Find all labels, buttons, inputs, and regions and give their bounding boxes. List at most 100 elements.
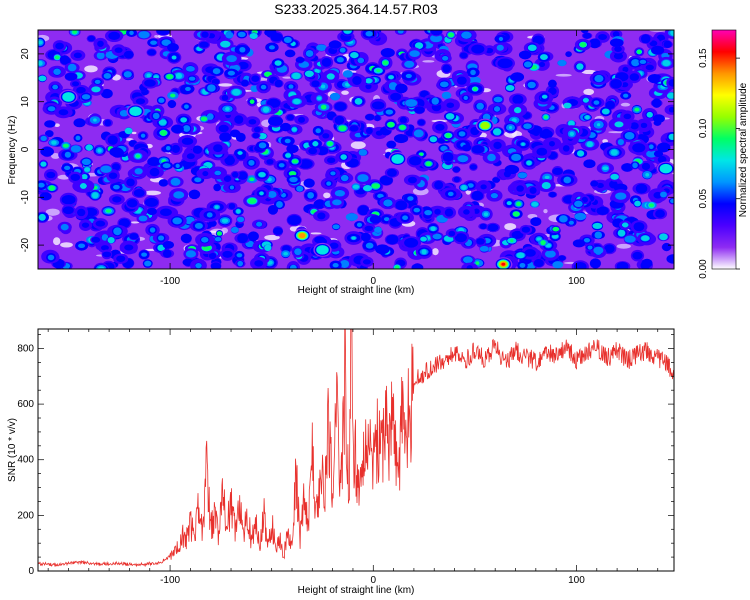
spectrogram-cell <box>592 222 603 230</box>
spectrogram-cell <box>453 176 460 183</box>
spectrogram-cell <box>135 154 141 158</box>
snr-y-tick-label: 400 <box>17 455 34 466</box>
spectrogram-cell <box>38 213 46 221</box>
spectrogram-x-tick-label: -100 <box>160 276 180 287</box>
spectrogram-cell <box>617 229 626 237</box>
spectrogram-cell <box>278 163 285 168</box>
spectrogram-cell <box>256 221 263 227</box>
spectrogram-cell <box>476 238 485 245</box>
spectrogram-cell <box>162 241 175 249</box>
spectrogram-cell <box>409 50 420 57</box>
spectrogram-peak <box>480 121 490 130</box>
spectrogram-cell <box>236 253 243 258</box>
spectrogram-cell <box>375 244 390 255</box>
spectrogram-cell <box>587 245 593 250</box>
spectrogram-cell <box>614 46 622 53</box>
spectrogram-cell <box>339 47 346 53</box>
spectrogram-cell <box>653 150 664 158</box>
spectrogram-cell <box>365 78 372 84</box>
spectrogram-cell <box>91 236 101 243</box>
snr-y-tick-label: 600 <box>17 399 34 410</box>
spectrogram-cell <box>212 68 221 75</box>
spectrogram-cell <box>471 145 485 154</box>
spectrogram-cell <box>59 55 70 65</box>
spectrogram-cell <box>282 76 293 79</box>
spectrogram-cell <box>466 265 473 269</box>
spectrogram-cell <box>397 30 404 34</box>
spectrogram-cell <box>224 155 236 166</box>
spectrogram-cell <box>235 132 246 143</box>
spectrogram-cell <box>320 84 326 89</box>
spectrogram-cell <box>666 254 674 264</box>
spectrogram-cell <box>541 182 551 189</box>
spectrogram-cell <box>583 159 596 168</box>
spectrogram-cell <box>483 212 489 217</box>
spectrogram-cell <box>471 190 484 201</box>
spectrogram-cell <box>385 109 394 115</box>
spectrogram-cell <box>472 86 478 92</box>
spectrogram-cell <box>569 131 575 136</box>
spectrogram-cell <box>54 123 60 127</box>
spectrogram-cell <box>101 88 113 99</box>
spectrogram-cell <box>274 60 282 66</box>
spectrogram-cell <box>511 230 524 239</box>
spectrogram-cell <box>276 201 283 208</box>
spectrogram-cell <box>589 38 601 49</box>
snr-y-tick-label: 200 <box>17 510 34 521</box>
spectrogram-cell <box>390 92 402 101</box>
spectrogram-cell <box>598 34 608 41</box>
spectrogram-cell <box>504 164 520 175</box>
spectrogram-cell <box>214 170 222 176</box>
spectrogram-peak <box>129 106 142 117</box>
spectrogram-cell <box>144 190 162 196</box>
spectrogram-cell <box>81 222 90 228</box>
spectrogram-cell <box>448 230 456 237</box>
spectrogram-cell <box>670 198 674 204</box>
spectrogram-y-label: Frequency (Hz) <box>7 116 18 185</box>
spectrogram-cell <box>635 183 648 194</box>
spectrogram-cell <box>40 146 54 157</box>
spectrogram-cell <box>64 151 71 158</box>
spectrogram-cell <box>512 211 520 217</box>
spectrogram-cell <box>498 36 504 41</box>
spectrogram-cell <box>326 73 335 80</box>
spectrogram-cell <box>574 261 587 269</box>
spectrogram-cell <box>462 256 473 264</box>
spectrogram-cell <box>188 189 201 200</box>
spectrogram-cell <box>523 123 532 129</box>
snr-series-line <box>38 329 674 568</box>
spectrogram-cell <box>371 183 381 189</box>
spectrogram-cell <box>552 226 560 232</box>
spectrogram-cell <box>632 162 638 169</box>
spectrogram-cell <box>186 153 195 160</box>
spectrogram-cell <box>107 135 118 145</box>
spectrogram-cell <box>294 248 302 256</box>
spectrogram-cell <box>620 102 631 107</box>
spectrogram-cell <box>540 54 548 61</box>
spectrogram-cell <box>585 115 590 120</box>
spectrogram-cell <box>463 95 468 101</box>
spectrogram-cell <box>182 125 191 132</box>
spectrogram-cell <box>95 220 106 227</box>
spectrogram-cell <box>216 231 223 236</box>
spectrogram-cell <box>251 75 260 82</box>
spectrogram-cell <box>432 233 442 240</box>
spectrogram-cell <box>634 107 640 112</box>
spectrogram-cell <box>636 49 642 54</box>
spectrogram-cell <box>292 159 299 164</box>
spectrogram-cell <box>221 227 228 234</box>
spectrogram-cell <box>394 265 400 269</box>
spectrogram-cell <box>543 208 548 214</box>
spectrogram-cell <box>317 96 322 100</box>
spectrogram-cell <box>327 157 336 164</box>
spectrogram-cell <box>434 180 444 190</box>
spectrogram-cell <box>185 86 191 91</box>
spectrogram-cell <box>492 177 501 183</box>
colorbar-tick-label: 0.10 <box>698 118 709 138</box>
spectrogram-cell <box>536 237 542 241</box>
spectrogram-cell <box>487 153 496 162</box>
spectrogram-cell <box>58 109 69 116</box>
spectrogram-cell <box>236 216 245 223</box>
spectrogram-cell <box>84 65 98 73</box>
